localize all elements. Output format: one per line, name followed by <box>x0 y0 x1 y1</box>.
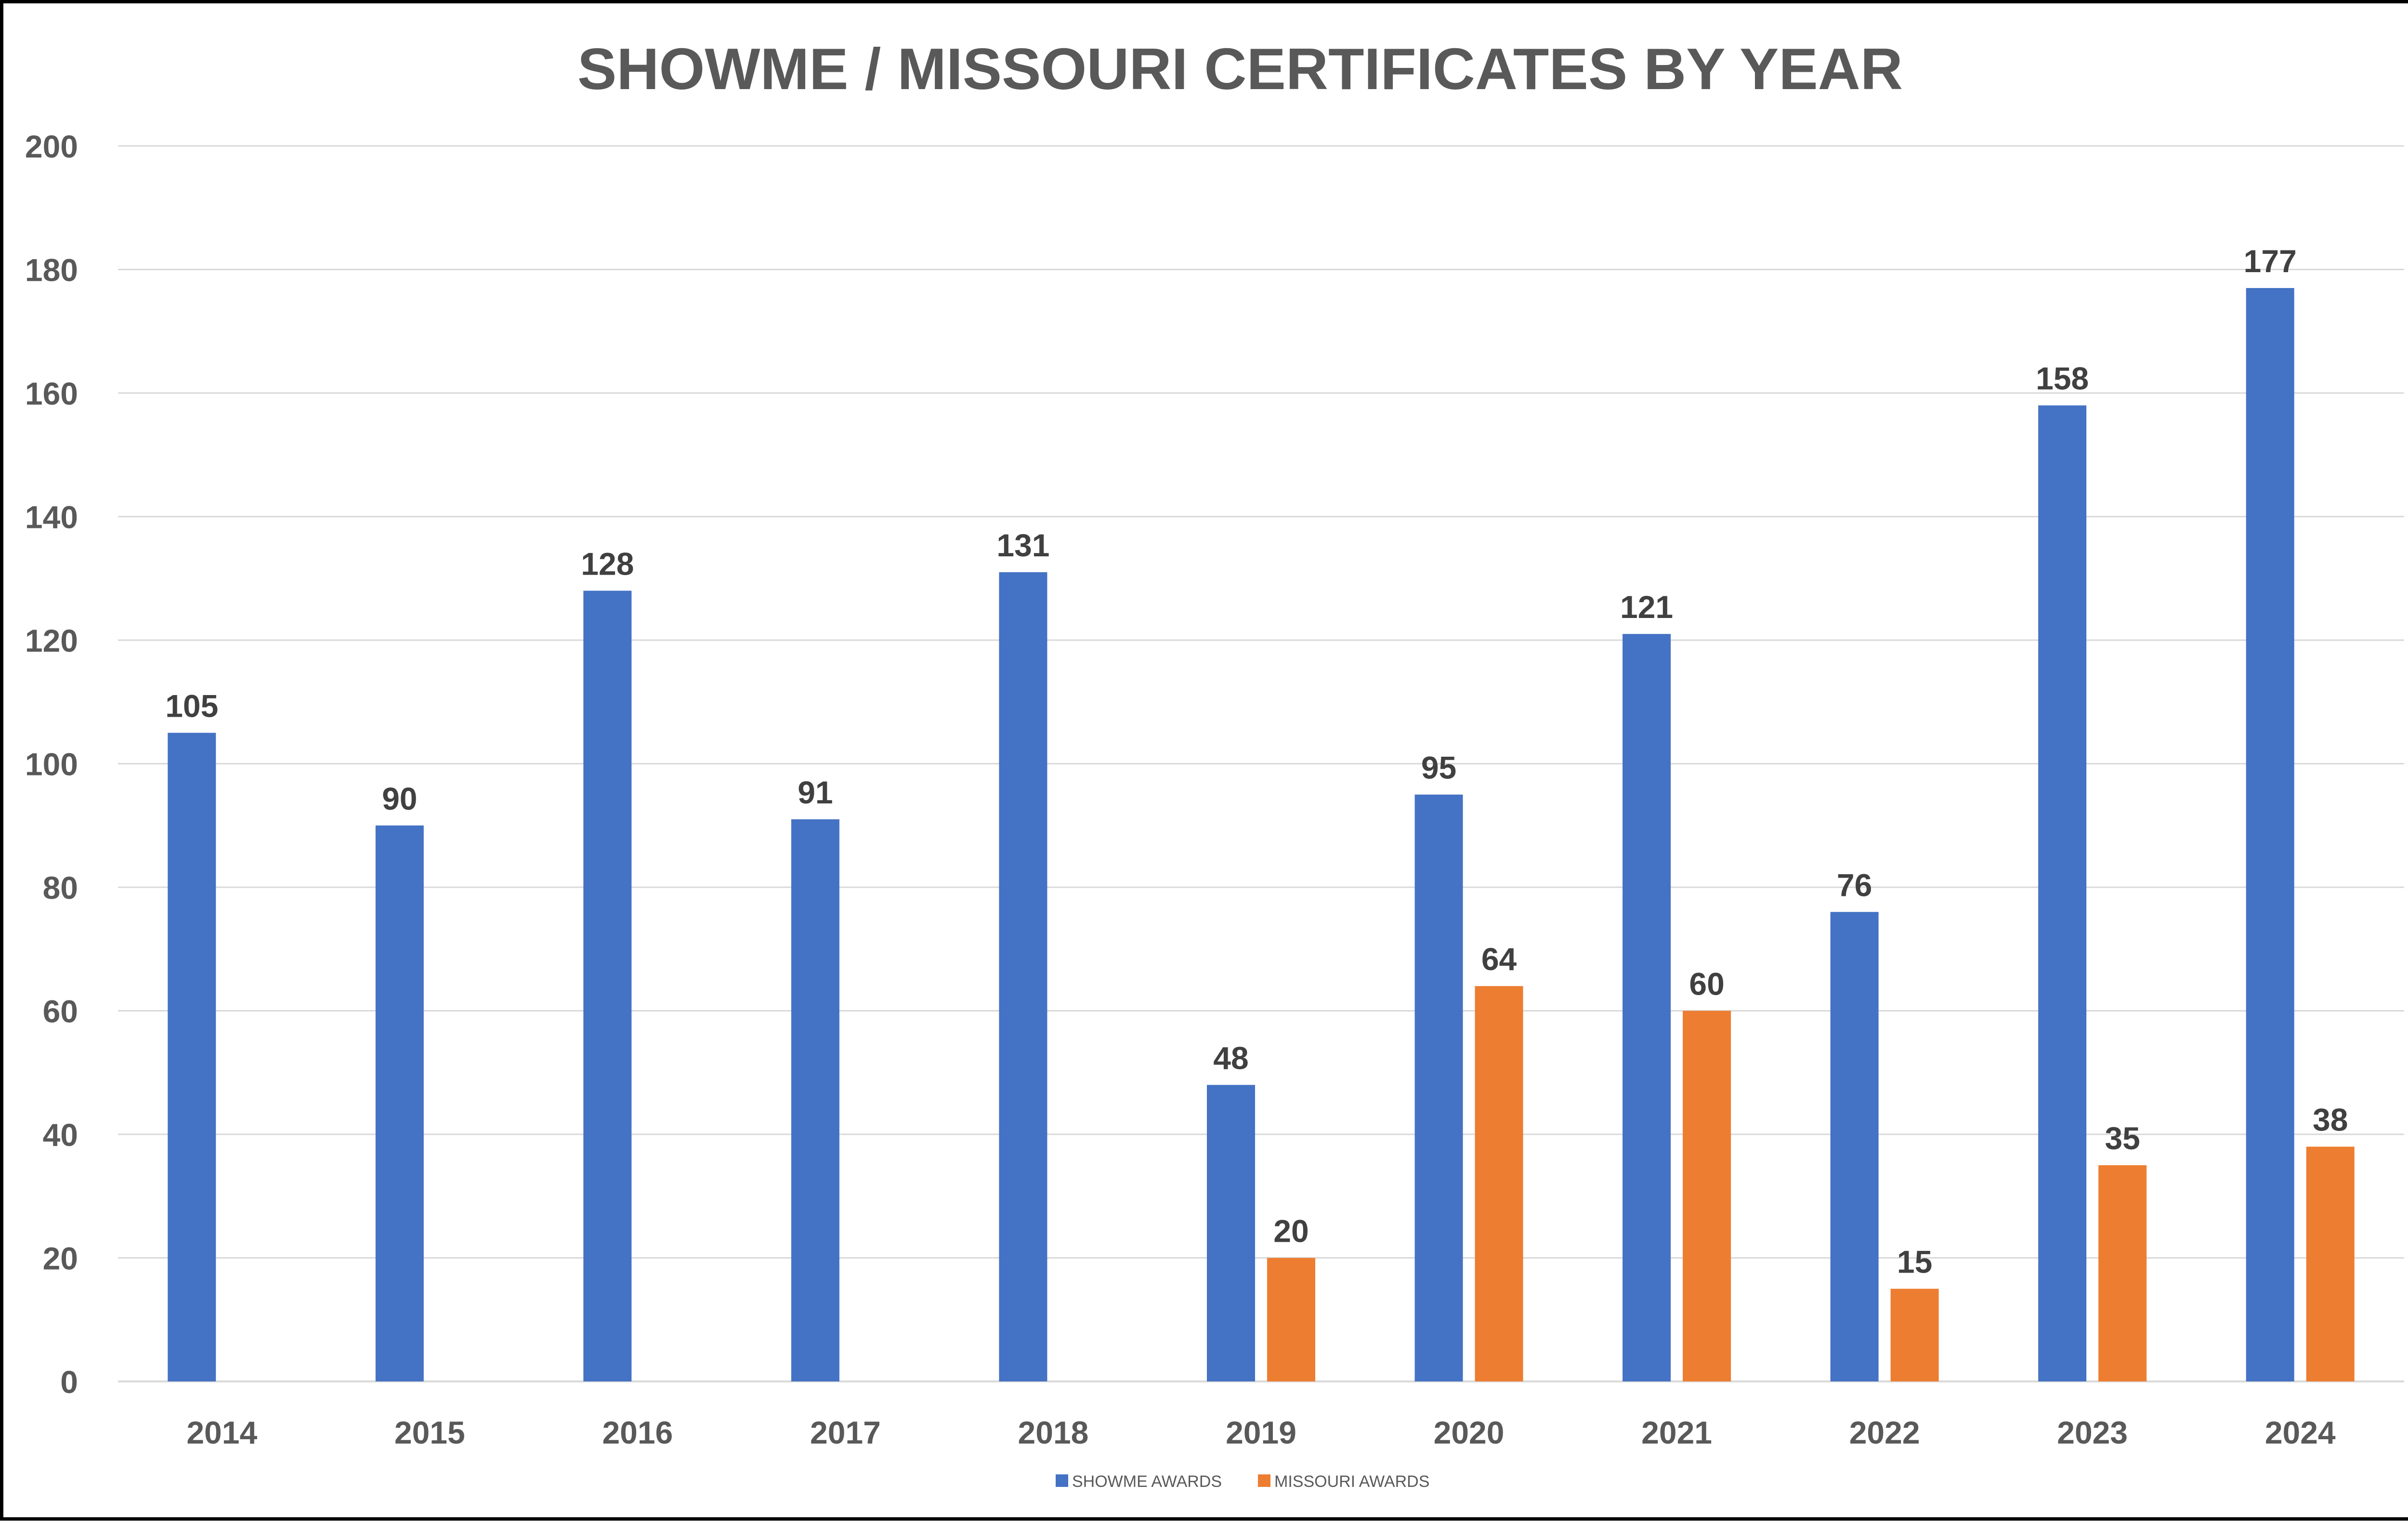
showme-value-label-2024: 177 <box>2244 243 2297 279</box>
x-tick-label-2014: 2014 <box>186 1415 257 1450</box>
y-tick-label: 20 <box>43 1241 78 1276</box>
missouri-value-label-2022: 15 <box>1897 1244 1932 1280</box>
y-tick-label: 180 <box>25 252 78 288</box>
y-tick-label: 120 <box>25 623 78 658</box>
showme-bar-2020 <box>1414 794 1463 1381</box>
showme-bar-2017 <box>791 819 839 1381</box>
y-tick-label: 200 <box>25 129 78 164</box>
x-tick-label-2015: 2015 <box>394 1415 465 1450</box>
missouri-value-label-2024: 38 <box>2313 1102 2348 1138</box>
showme-bar-2023 <box>2038 405 2087 1381</box>
x-tick-label-2022: 2022 <box>1849 1415 1920 1450</box>
bars <box>168 288 2355 1381</box>
showme-value-label-2021: 121 <box>1620 589 1673 625</box>
legend-swatch-missouri <box>1258 1474 1270 1487</box>
showme-value-label-2017: 91 <box>798 775 833 810</box>
x-tick-label-2020: 2020 <box>1434 1415 1505 1450</box>
showme-value-label-2014: 105 <box>165 688 218 723</box>
x-tick-label-2018: 2018 <box>1018 1415 1089 1450</box>
y-tick-label: 140 <box>25 499 78 535</box>
showme-bar-2024 <box>2246 288 2294 1381</box>
y-axis-tick-labels: 0 20 40 60 80 100 120 140 160 180 200 <box>25 129 78 1400</box>
y-tick-label: 80 <box>43 870 78 906</box>
showme-value-label-2015: 90 <box>382 781 417 816</box>
missouri-bar-2024 <box>2306 1146 2355 1381</box>
showme-bar-2022 <box>1830 912 1879 1381</box>
showme-bar-2015 <box>375 825 424 1381</box>
showme-bar-2014 <box>168 733 216 1381</box>
missouri-value-label-2021: 60 <box>1689 966 1724 1002</box>
x-tick-label-2023: 2023 <box>2057 1415 2128 1450</box>
showme-value-label-2022: 76 <box>1837 867 1872 903</box>
showme-bar-2021 <box>1623 634 1671 1381</box>
showme-bar-2019 <box>1207 1085 1255 1381</box>
x-tick-label-2017: 2017 <box>810 1415 881 1450</box>
legend-label-missouri: MISSOURI AWARDS <box>1274 1472 1429 1491</box>
y-tick-label: 160 <box>25 376 78 411</box>
missouri-bar-2022 <box>1890 1288 1939 1381</box>
showme-value-label-2023: 158 <box>2036 361 2089 396</box>
x-axis-tick-labels: 2014 2015 2016 2017 2018 2019 2020 2021 2022 2023… <box>186 1415 2336 1450</box>
missouri-value-label-2020: 64 <box>1481 941 1517 977</box>
y-tick-label: 60 <box>43 994 78 1029</box>
x-tick-label-2016: 2016 <box>602 1415 673 1450</box>
y-tick-label: 100 <box>25 747 78 782</box>
legend-label-showme: SHOWME AWARDS <box>1072 1472 1222 1491</box>
missouri-bar-2020 <box>1475 986 1523 1381</box>
chart-svg: SHOWME / MISSOURI CERTIFICATES BY YEAR 0… <box>25 36 2404 1491</box>
showme-value-label-2019: 48 <box>1213 1040 1248 1076</box>
showme-bar-2016 <box>583 591 632 1381</box>
legend-swatch-showme <box>1056 1474 1068 1487</box>
showme-bar-2018 <box>999 572 1047 1381</box>
missouri-bar-2019 <box>1267 1258 1315 1381</box>
legend: SHOWME AWARDS MISSOURI AWARDS <box>1056 1472 1429 1491</box>
y-tick-label: 40 <box>43 1117 78 1153</box>
missouri-value-label-2023: 35 <box>2105 1120 2140 1156</box>
x-tick-label-2024: 2024 <box>2265 1415 2336 1450</box>
missouri-bar-2023 <box>2098 1165 2147 1381</box>
x-tick-label-2021: 2021 <box>1641 1415 1712 1450</box>
missouri-value-label-2019: 20 <box>1273 1213 1309 1249</box>
data-labels: 105 90 128 91 131 48 20 95 64 121 60 76 15 158 35 177 38 <box>165 243 2348 1280</box>
showme-value-label-2018: 131 <box>996 527 1049 563</box>
chart-title: SHOWME / MISSOURI CERTIFICATES BY YEAR <box>577 36 1903 102</box>
showme-value-label-2020: 95 <box>1421 750 1456 786</box>
missouri-bar-2021 <box>1683 1011 1731 1381</box>
x-tick-label-2019: 2019 <box>1226 1415 1296 1450</box>
showme-value-label-2016: 128 <box>581 546 634 581</box>
y-tick-label: 0 <box>60 1364 78 1400</box>
gridlines <box>118 145 2404 1382</box>
